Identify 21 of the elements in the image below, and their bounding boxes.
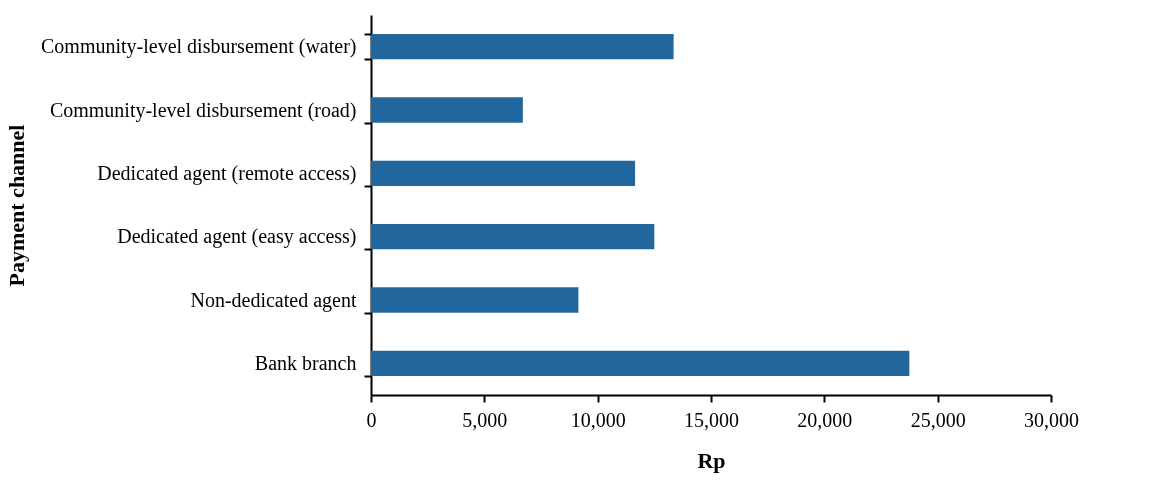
y-tick-label: Community-level disbursement (water) bbox=[41, 35, 357, 59]
y-tick-label: Non-dedicated agent bbox=[190, 288, 357, 312]
bar bbox=[371, 287, 579, 313]
bar bbox=[371, 350, 910, 376]
x-tick-label: 30,000 bbox=[1024, 408, 1079, 431]
x-tick-label: 0 bbox=[366, 408, 377, 431]
y-tick-label: Dedicated agent (remote access) bbox=[97, 161, 357, 185]
y-tick-label: Bank branch bbox=[254, 351, 357, 374]
y-axis-title: Payment channel bbox=[3, 124, 29, 287]
x-tick-label: 25,000 bbox=[910, 408, 966, 431]
x-tick-label: 15,000 bbox=[684, 408, 739, 431]
x-tick-label: 20,000 bbox=[797, 408, 853, 431]
x-tick-label: 10,000 bbox=[570, 408, 626, 431]
bar bbox=[371, 224, 655, 250]
y-tick-label: Dedicated agent (easy access) bbox=[117, 225, 357, 249]
bar bbox=[371, 160, 636, 186]
y-tick-label: Community-level disbursement (road) bbox=[49, 98, 357, 122]
x-tick-label: 5,000 bbox=[462, 408, 508, 431]
bar bbox=[371, 97, 523, 123]
x-axis-title: Rp bbox=[697, 447, 726, 473]
bar bbox=[371, 34, 674, 60]
